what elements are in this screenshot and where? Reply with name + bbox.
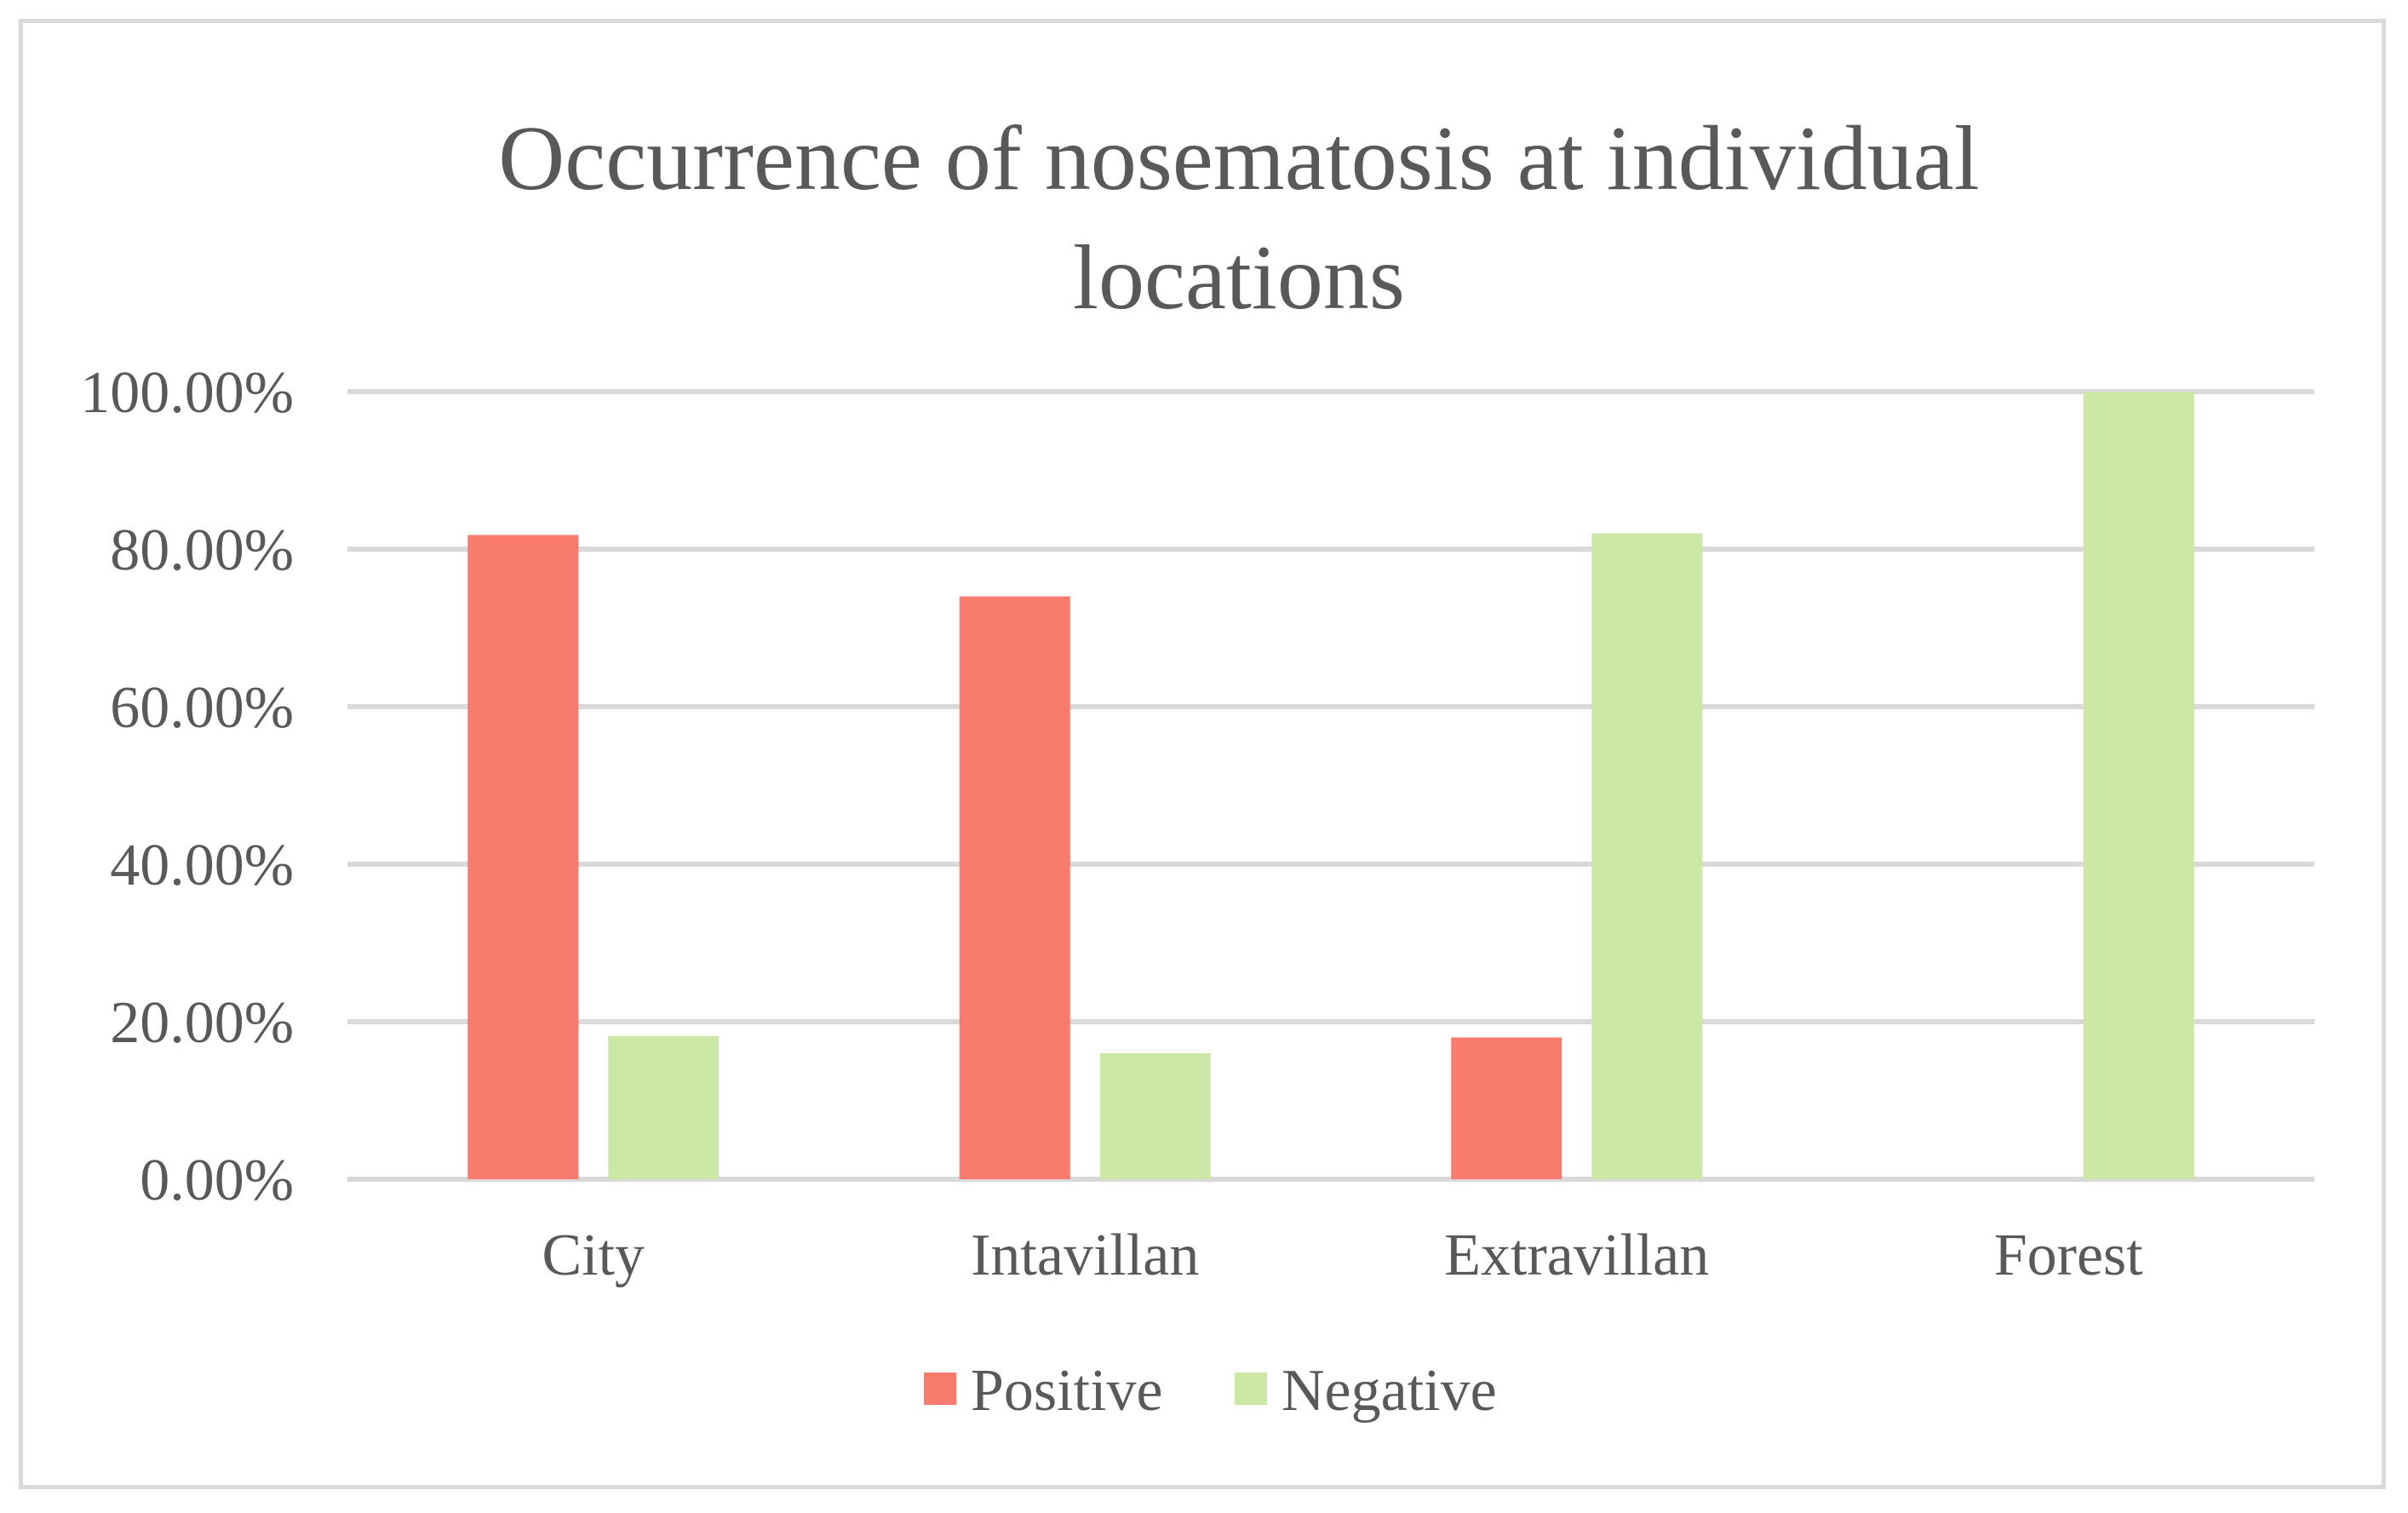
x-category-label: Extravillan [1444,1223,1709,1288]
y-tick-label: 20.00% [110,990,294,1056]
bar-negative-extravillan [1591,533,1703,1179]
y-tick-label: 0.00% [140,1148,294,1213]
bar-positive-intavillan [959,596,1070,1179]
bar-negative-forest [2083,392,2194,1179]
y-tick-label: 80.00% [110,518,294,583]
legend-label-positive: Positive [971,1358,1163,1424]
chart-frame [19,19,2386,1489]
x-category-label: Intavillan [971,1223,1199,1288]
bar-negative-intavillan [1099,1053,1211,1179]
legend-swatch-negative [1235,1373,1267,1405]
x-category-label: Forest [1994,1223,2144,1288]
bar-positive-city [467,535,579,1179]
x-axis-labels: City Intavillan Extravillan Forest [542,1223,2143,1288]
bars [467,392,2194,1179]
y-tick-label: 100.00% [80,360,294,426]
legend-swatch-positive [924,1373,956,1405]
bar-negative-city [608,1035,720,1179]
chart-title-line-1: Occurrence of nosematosis at individual [498,108,1979,209]
x-category-label: City [542,1223,645,1288]
bar-positive-extravillan [1451,1037,1562,1179]
chart-title-line-2: locations [1073,227,1405,329]
legend-label-negative: Negative [1281,1358,1497,1424]
y-tick-label: 40.00% [110,833,294,898]
y-axis-ticks: 0.00% 20.00% 40.00% 60.00% 80.00% 100.00% [80,360,294,1213]
y-tick-label: 60.00% [110,675,294,741]
legend: Positive Negative [924,1358,1497,1424]
